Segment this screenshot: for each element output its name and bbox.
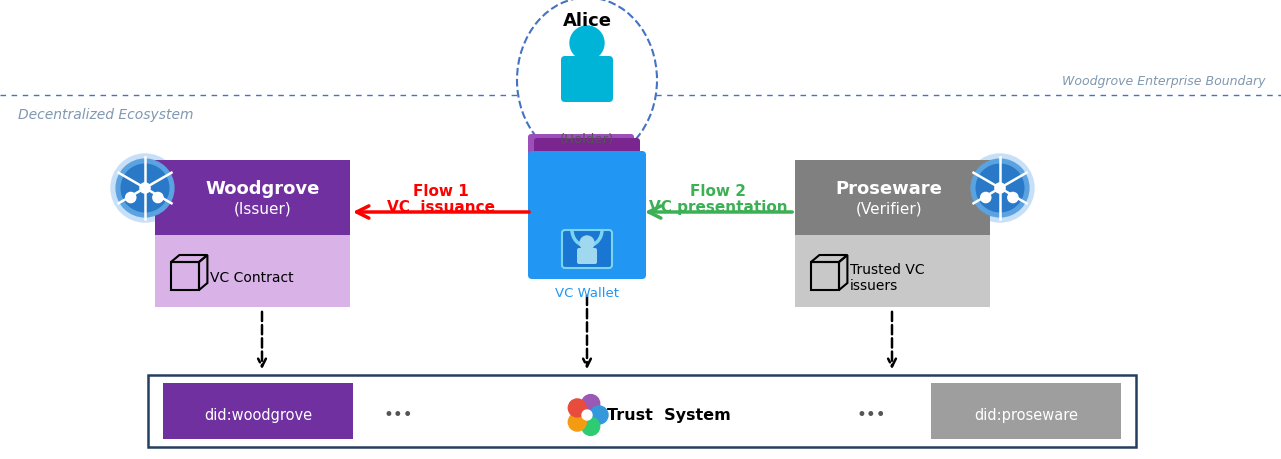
Circle shape — [570, 26, 605, 60]
FancyBboxPatch shape — [796, 160, 990, 235]
Circle shape — [995, 183, 1006, 193]
Text: Proseware: Proseware — [835, 180, 942, 198]
FancyBboxPatch shape — [155, 160, 350, 235]
Circle shape — [582, 395, 600, 413]
FancyBboxPatch shape — [796, 235, 990, 307]
Text: VC presentation: VC presentation — [648, 200, 788, 215]
Circle shape — [582, 417, 600, 436]
Circle shape — [1008, 192, 1018, 202]
Text: Trust  System: Trust System — [607, 408, 730, 422]
Circle shape — [591, 406, 608, 424]
Text: (Issuer): (Issuer) — [233, 201, 291, 216]
Text: did:woodgrove: did:woodgrove — [204, 408, 313, 422]
Text: VC Contract: VC Contract — [210, 271, 293, 285]
Text: Alice: Alice — [562, 12, 611, 30]
Circle shape — [966, 154, 1034, 222]
FancyBboxPatch shape — [562, 230, 612, 268]
Text: Flow 2: Flow 2 — [690, 184, 746, 199]
Circle shape — [981, 192, 990, 202]
FancyBboxPatch shape — [534, 138, 640, 189]
Text: Flow 1: Flow 1 — [414, 184, 469, 199]
Circle shape — [126, 192, 136, 202]
Text: did:proseware: did:proseware — [974, 408, 1079, 422]
Circle shape — [582, 410, 592, 420]
Text: VC  issuance: VC issuance — [387, 200, 494, 215]
FancyBboxPatch shape — [561, 56, 614, 102]
Circle shape — [152, 192, 163, 202]
FancyBboxPatch shape — [931, 383, 1121, 439]
FancyBboxPatch shape — [149, 375, 1136, 447]
Text: Woodgrove Enterprise Boundary: Woodgrove Enterprise Boundary — [1062, 75, 1266, 88]
Circle shape — [976, 164, 1024, 212]
Circle shape — [122, 164, 169, 212]
Circle shape — [569, 413, 587, 431]
Circle shape — [117, 159, 174, 217]
Text: (Verifier): (Verifier) — [856, 201, 922, 216]
Circle shape — [140, 183, 150, 193]
Text: •••: ••• — [383, 406, 412, 424]
FancyBboxPatch shape — [155, 235, 350, 307]
Text: Woodgrove: Woodgrove — [205, 180, 319, 198]
Ellipse shape — [518, 0, 657, 162]
Text: (Holder): (Holder) — [560, 133, 614, 146]
FancyBboxPatch shape — [528, 134, 634, 185]
Text: Decentralized Ecosystem: Decentralized Ecosystem — [18, 108, 193, 122]
Circle shape — [569, 399, 587, 417]
FancyBboxPatch shape — [576, 248, 597, 264]
Text: VC Wallet: VC Wallet — [555, 287, 619, 300]
FancyBboxPatch shape — [528, 151, 646, 279]
Text: •••: ••• — [856, 406, 886, 424]
FancyBboxPatch shape — [163, 383, 354, 439]
Circle shape — [971, 159, 1029, 217]
Text: Trusted VC
issuers: Trusted VC issuers — [851, 263, 925, 293]
Circle shape — [111, 154, 179, 222]
Circle shape — [580, 236, 594, 250]
